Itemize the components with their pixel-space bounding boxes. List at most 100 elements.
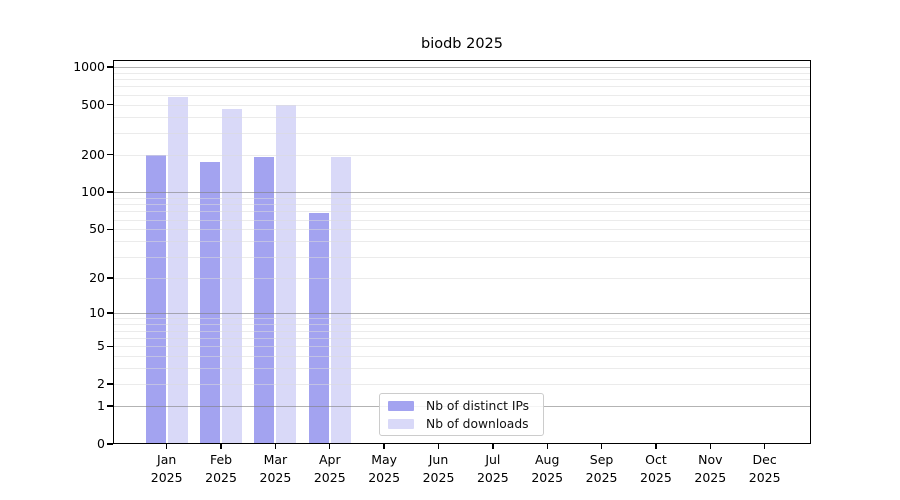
- gridline-minor: [113, 132, 811, 134]
- x-tick-label-month: Mar 2025: [245, 451, 305, 486]
- x-tick-mark: [655, 444, 657, 449]
- x-tick-label-line: 2025: [259, 469, 292, 485]
- x-tick-label-line: Dec: [752, 452, 777, 467]
- y-tick-label: 500: [81, 96, 105, 112]
- y-tick-label: 2: [97, 376, 105, 392]
- x-tick-label-line: Oct: [645, 452, 667, 467]
- x-tick-label-month: Jan 2025: [137, 451, 197, 486]
- x-tick-label-month: Oct 2025: [626, 451, 686, 486]
- bar-distinct-ips: [200, 161, 221, 444]
- x-tick-label-line: 2025: [640, 469, 672, 485]
- x-tick-label-month: May 2025: [354, 451, 414, 486]
- x-tick-mark: [220, 444, 222, 449]
- gridline-minor: [113, 318, 811, 320]
- y-tick-label: 10: [89, 305, 105, 321]
- bar-distinct-ips: [308, 212, 329, 444]
- gridline-minor: [113, 337, 811, 339]
- y-tick-mark: [107, 277, 113, 279]
- x-tick-label-line: 2025: [476, 469, 509, 485]
- gridline-major: [113, 67, 811, 68]
- legend-row-downloads: Nb of downloads: [380, 415, 543, 433]
- x-tick-label-line: Mar: [263, 452, 288, 467]
- gridline-minor: [113, 277, 811, 279]
- x-tick-mark: [274, 444, 277, 449]
- y-tick-label: 20: [89, 269, 105, 285]
- x-tick-label-line: 2025: [205, 469, 237, 485]
- chart-title: biodb 2025: [420, 36, 504, 52]
- legend-swatch-distinct-ips: [388, 400, 414, 412]
- x-tick-label-month: Jun 2025: [409, 451, 469, 486]
- legend-swatch-downloads: [388, 418, 414, 430]
- y-tick-label: 1: [97, 398, 105, 414]
- gridline-major: [113, 313, 811, 315]
- bar-downloads: [330, 157, 351, 444]
- x-tick-label-month: Jul 2025: [463, 451, 523, 486]
- x-tick-mark: [166, 444, 168, 449]
- x-tick-label-line: May: [371, 452, 398, 467]
- x-tick-label-line: 2025: [694, 469, 727, 485]
- y-tick-label: 1000: [73, 58, 105, 74]
- y-tick-mark: [107, 383, 113, 385]
- x-tick-label-line: 2025: [368, 469, 401, 485]
- gridline-minor: [113, 229, 811, 231]
- x-tick-mark: [383, 444, 385, 449]
- x-tick-label-line: Apr: [318, 452, 341, 467]
- gridline-minor: [113, 346, 811, 348]
- y-tick-mark: [107, 345, 113, 347]
- gridline-major: [113, 192, 811, 194]
- x-tick-label-month: Dec 2025: [735, 451, 795, 486]
- x-tick-label-line: Jul: [485, 452, 501, 467]
- bars-layer: [113, 60, 811, 444]
- y-tick-mark: [107, 104, 113, 106]
- legend-label-downloads: Nb of downloads: [426, 417, 529, 431]
- x-tick-label-line: Aug: [535, 452, 560, 467]
- gridline-minor: [113, 86, 811, 88]
- x-tick-label-month: Aug 2025: [517, 451, 577, 486]
- gridline-minor: [113, 241, 811, 243]
- gridline-minor: [113, 356, 811, 358]
- x-tick-label-line: 2025: [422, 469, 455, 485]
- gridline-minor: [113, 116, 811, 118]
- x-tick-label-line: Nov: [698, 452, 723, 467]
- gridline-minor: [113, 256, 811, 258]
- gridline-minor: [113, 330, 811, 332]
- y-tick-mark: [107, 153, 113, 156]
- x-tick-label-line: Feb: [209, 452, 233, 467]
- plot-area: [113, 60, 811, 444]
- x-tick-label-line: 2025: [585, 469, 618, 485]
- y-tick-label: 0: [97, 436, 105, 451]
- y-tick-mark: [107, 191, 113, 193]
- gridline-minor: [113, 219, 811, 221]
- legend-label-distinct-ips: Nb of distinct IPs: [426, 399, 530, 413]
- x-tick-label-month: Apr 2025: [300, 451, 360, 486]
- bar-downloads: [276, 105, 297, 444]
- y-tick-mark: [107, 66, 113, 68]
- gridline-minor: [113, 211, 811, 213]
- y-tick-mark: [107, 312, 113, 314]
- gridline-minor: [113, 79, 811, 81]
- gridline-minor: [113, 324, 811, 326]
- y-tick-label: 50: [89, 221, 105, 237]
- x-tick-mark: [329, 444, 331, 449]
- y-tick-label: 100: [81, 184, 105, 200]
- legend: Nb of distinct IPs Nb of downloads: [379, 393, 544, 436]
- y-tick-label: 200: [81, 146, 105, 162]
- grid-layer: [113, 60, 811, 444]
- x-tick-mark: [437, 444, 440, 449]
- y-tick-label: 5: [97, 338, 105, 354]
- y-tick-mark: [107, 405, 113, 407]
- gridline-minor: [113, 72, 811, 74]
- x-tick-mark: [763, 444, 766, 449]
- x-tick-label-line: 2025: [748, 469, 781, 485]
- gridline-minor: [113, 154, 811, 156]
- y-tick-mark: [107, 228, 113, 231]
- x-tick-mark: [709, 444, 711, 449]
- x-tick-label-line: Jun: [428, 452, 449, 467]
- x-tick-label-line: Sep: [589, 452, 614, 467]
- x-tick-label-month: Sep 2025: [572, 451, 632, 486]
- gridline-minor: [113, 197, 811, 199]
- x-tick-label-line: 2025: [531, 469, 564, 485]
- gridline-minor: [113, 368, 811, 370]
- bar-distinct-ips: [254, 157, 275, 444]
